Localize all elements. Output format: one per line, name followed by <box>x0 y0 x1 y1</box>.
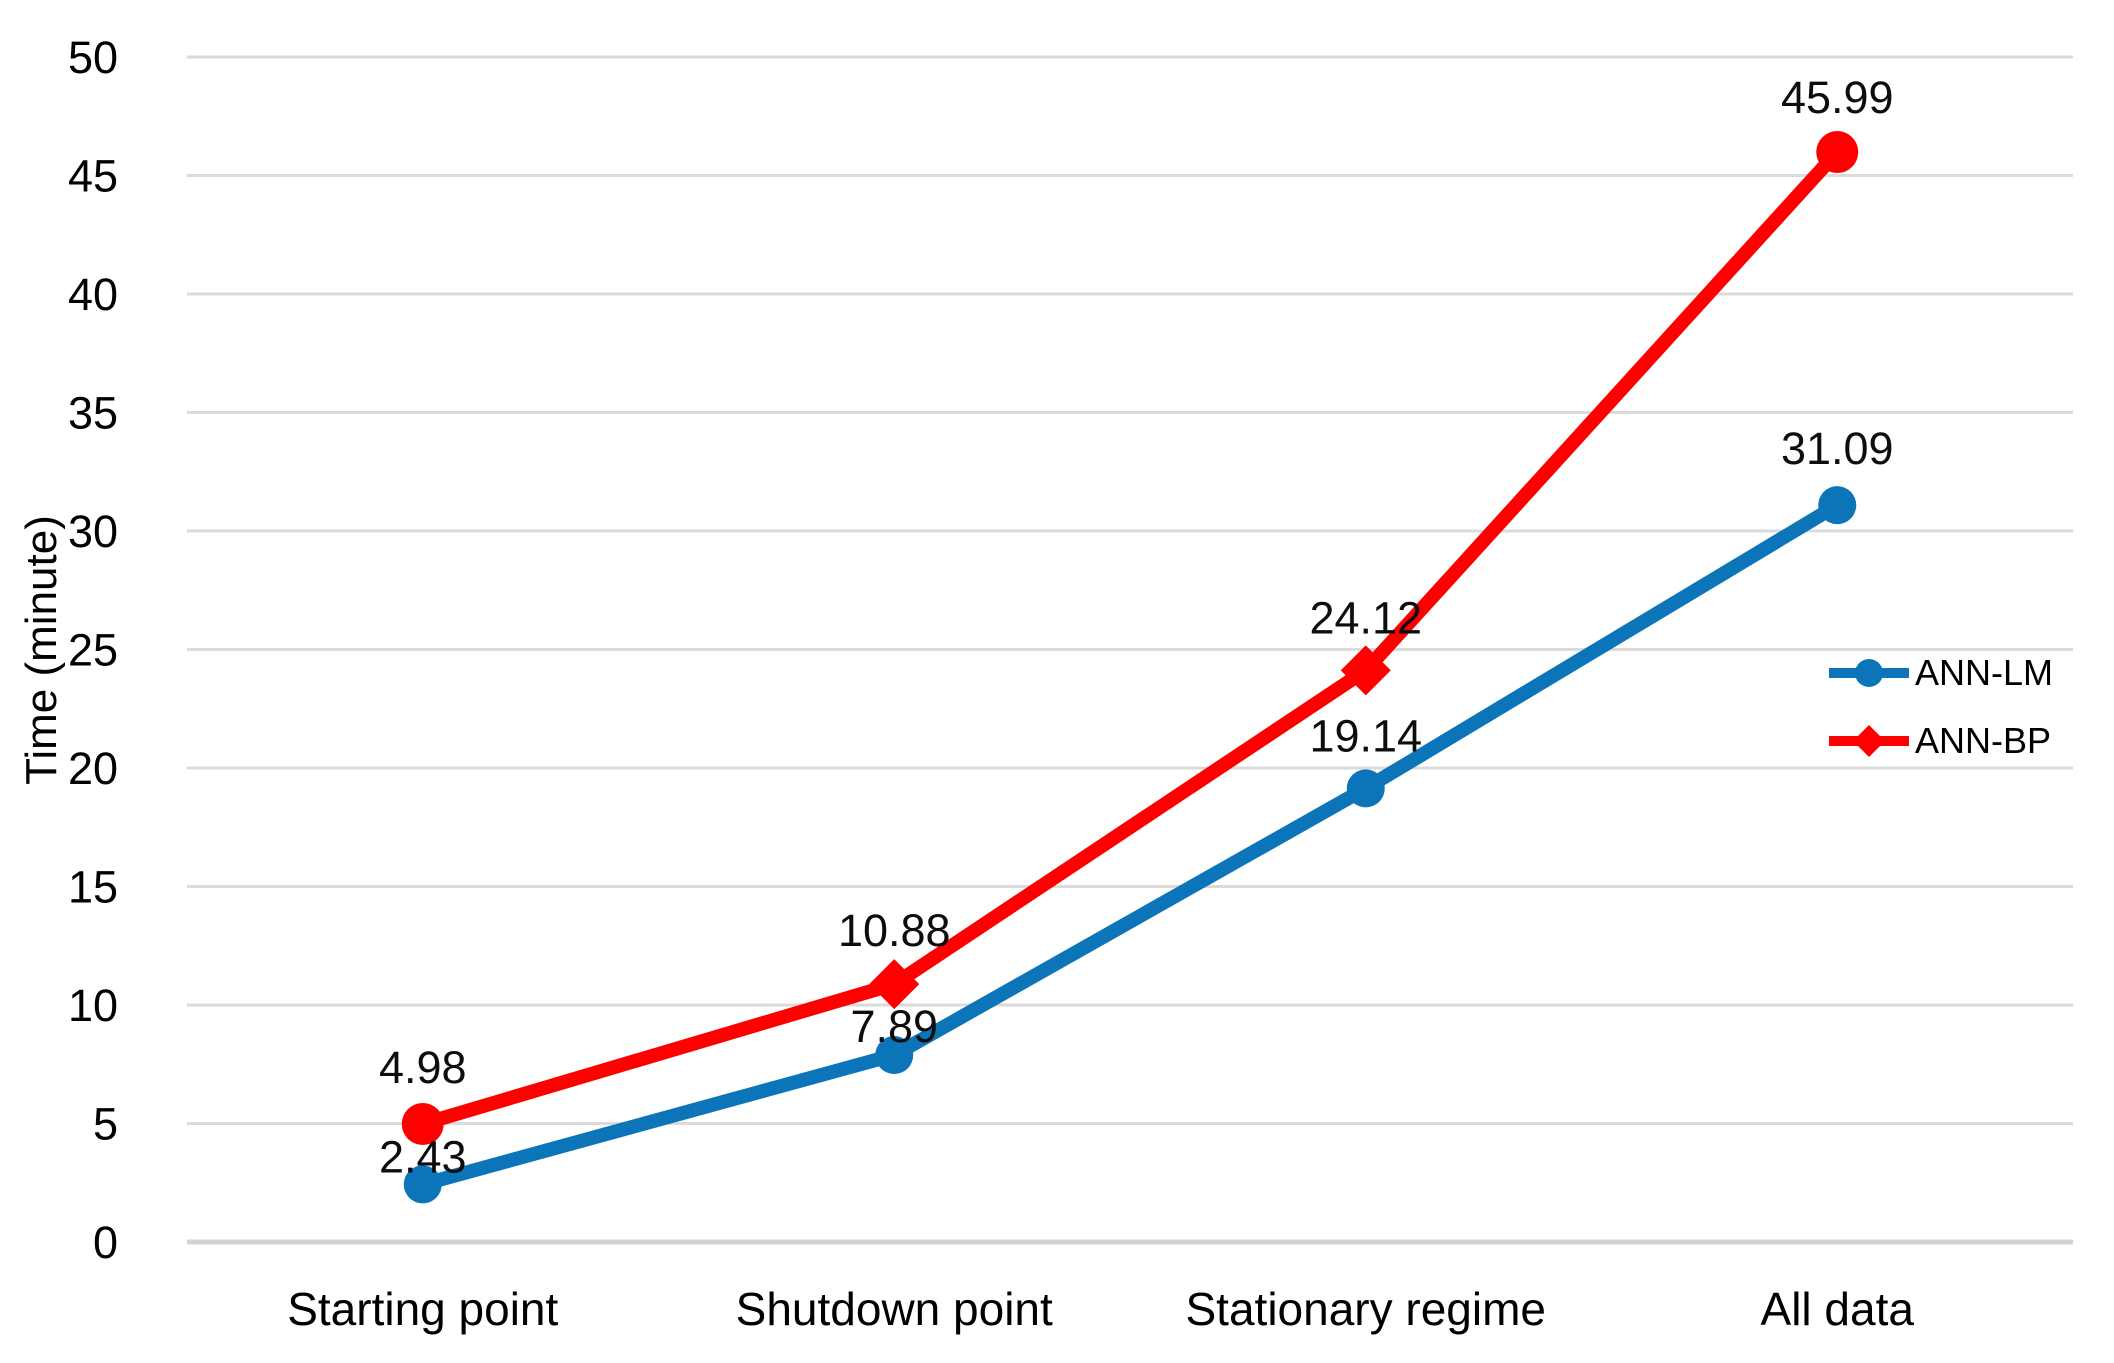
data-point <box>1818 486 1857 525</box>
x-category-label: Starting point <box>287 1283 558 1335</box>
data-label: 45.99 <box>1781 72 1894 123</box>
data-label: 7.89 <box>850 1001 938 1052</box>
data-label: 31.09 <box>1781 423 1894 474</box>
y-tick-label: 40 <box>68 269 118 320</box>
data-label: 24.12 <box>1309 592 1422 643</box>
data-label: 2.43 <box>379 1131 467 1182</box>
x-category-label: Shutdown point <box>736 1283 1053 1335</box>
data-point <box>1340 645 1391 696</box>
data-label: 19.14 <box>1309 710 1422 761</box>
legend: ANN-LM ANN-BP <box>1826 651 2053 763</box>
y-tick-label: 10 <box>68 980 118 1031</box>
data-point <box>1346 769 1385 808</box>
y-tick-label: 45 <box>68 151 118 202</box>
data-point <box>1816 131 1859 174</box>
y-tick-label: 5 <box>93 1099 118 1150</box>
y-tick-label: 15 <box>68 862 118 913</box>
legend-item-ann-bp: ANN-BP <box>1826 719 2053 763</box>
legend-sample-ann-lm <box>1829 659 1909 687</box>
data-point <box>869 959 920 1010</box>
series-line-ann-bp <box>415 145 1845 1131</box>
legend-diamond-marker-icon <box>1853 725 1885 757</box>
legend-label: ANN-BP <box>1915 720 2052 761</box>
data-point <box>401 1102 444 1145</box>
data-label: 10.88 <box>838 905 951 956</box>
data-label: 4.98 <box>379 1042 467 1093</box>
legend-item-ann-lm: ANN-LM <box>1826 651 2053 695</box>
y-tick-label: 20 <box>68 743 118 794</box>
y-tick-label: 30 <box>68 506 118 557</box>
y-axis-title: Time (minute) <box>17 515 66 785</box>
y-tick-label: 25 <box>68 625 118 676</box>
data-point <box>875 1036 914 1075</box>
x-category-label: All data <box>1761 1283 1915 1335</box>
series-line-ann-lm <box>415 498 1845 1192</box>
legend-circle-marker-icon <box>1855 659 1883 687</box>
data-point <box>403 1165 442 1204</box>
x-category-label: Stationary regime <box>1186 1283 1547 1335</box>
y-tick-label: 35 <box>68 388 118 439</box>
y-tick-label: 0 <box>93 1217 118 1268</box>
legend-label: ANN-LM <box>1915 652 2054 693</box>
legend-sample-ann-bp <box>1829 725 1909 757</box>
y-tick-label: 50 <box>68 32 118 83</box>
